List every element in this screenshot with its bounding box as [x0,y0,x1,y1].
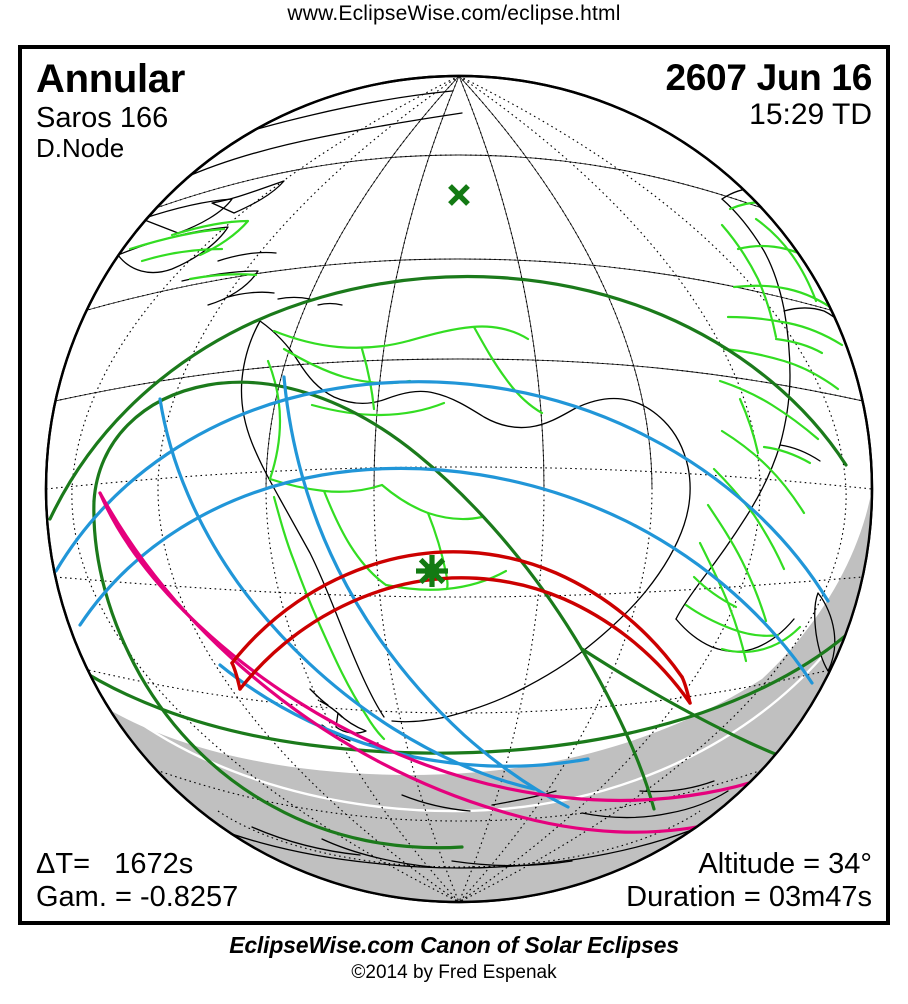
source-url: www.EclipseWise.com/eclipse.html [287,2,621,25]
duration-value: Duration = 03m47s [626,880,872,913]
magnitude-contour-curves [54,375,830,809]
page-caption: EclipseWise.com Canon of Solar Eclipses … [0,932,908,984]
globe-map [44,74,874,904]
eclipse-header-left: Annular Saros 166 D.Node [36,57,185,163]
antarctic-circle [217,810,701,868]
caption-title: EclipseWise.com Canon of Solar Eclipses [229,932,679,958]
eclipse-type-label: Annular [36,57,186,101]
subsolar-point-marker [448,184,470,206]
graticule-solid [54,76,864,490]
annular-path-limits [230,550,692,705]
delta-t-value: ΔT= 1672s [36,848,194,881]
shade-inner-highlight [91,656,823,813]
eclipse-stats-left: ΔT= 1672s Gam. = -0.8257 [36,848,238,913]
eclipse-time-label: 15:29 TD [749,98,872,132]
caption-copyright: ©2014 by Fred Espenak [351,962,557,983]
gamma-value: Gam. = -0.8257 [36,880,239,913]
eclipse-header-right: 2607 Jun 16 15:29 TD [665,57,872,132]
eclipse-stats-right: Altitude = 34° Duration = 03m47s [626,848,872,913]
eclipse-date-label: 2607 Jun 16 [665,57,872,98]
altitude-value: Altitude = 34° [698,848,872,881]
greatest-eclipse-marker [416,555,448,587]
globe-outline [44,74,874,904]
eclipse-map-frame: Annular Saros 166 D.Node 2607 Jun 16 15:… [18,45,890,925]
node-label: D.Node [36,133,125,164]
saros-label: Saros 166 [36,101,169,134]
